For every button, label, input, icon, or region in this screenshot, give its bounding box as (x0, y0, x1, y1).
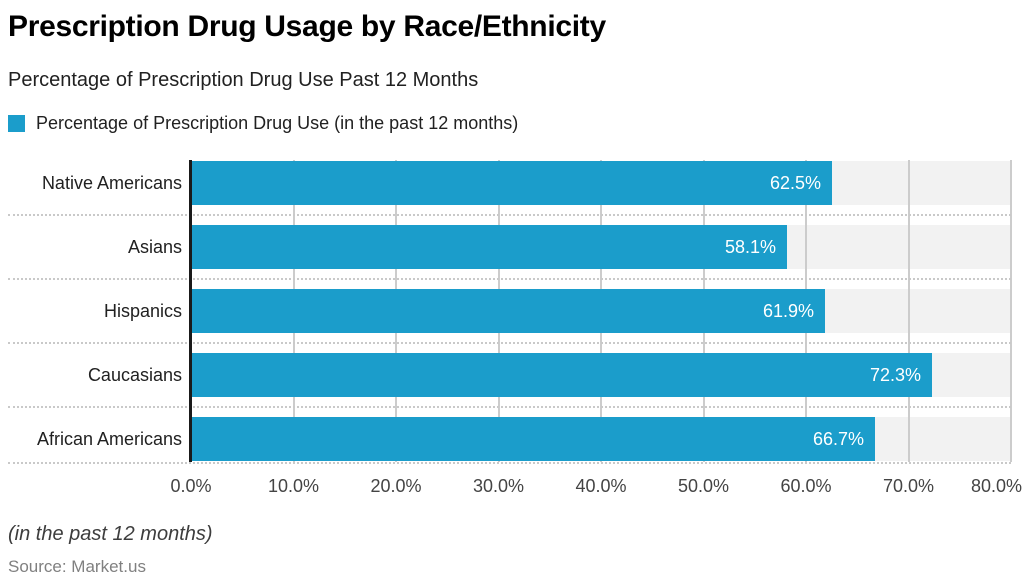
row-separator (8, 462, 1011, 464)
chart-title: Prescription Drug Usage by Race/Ethnicit… (8, 10, 606, 43)
row-separator (8, 278, 1011, 280)
category-label: Asians (127, 237, 182, 257)
bar-value-label: 66.7% (812, 428, 864, 449)
chart-subtitle: Percentage of Prescription Drug Use Past… (8, 69, 479, 91)
source-attribution: Source: Market.us (8, 557, 146, 576)
row-separator (8, 214, 1011, 216)
x-tick-label: 80.0% (970, 476, 1022, 496)
bar-value-label: 62.5% (769, 172, 821, 193)
legend: Percentage of Prescription Drug Use (in … (8, 113, 518, 134)
legend-color-swatch (8, 115, 25, 132)
footnote: (in the past 12 months) (8, 523, 213, 545)
x-tick-label: 0.0% (170, 476, 212, 496)
bar-caucasians: 72.3% (192, 353, 932, 397)
y-axis-line (189, 160, 192, 462)
x-tick-label: 50.0% (677, 476, 730, 496)
legend-label: Percentage of Prescription Drug Use (in … (36, 113, 519, 133)
bar-hispanics: 61.9% (192, 289, 825, 333)
bar-asians: 58.1% (192, 225, 787, 269)
category-label: African Americans (36, 429, 182, 449)
bar-value-label: 61.9% (762, 300, 814, 321)
category-label: Hispanics (103, 301, 182, 321)
bar-african-americans: 66.7% (192, 417, 875, 461)
x-tick-label: 70.0% (882, 476, 935, 496)
bar-value-label: 72.3% (869, 364, 921, 385)
row-separator (8, 406, 1011, 408)
row-separator (8, 342, 1011, 344)
category-label: Caucasians (87, 365, 182, 385)
x-tick-label: 30.0% (472, 476, 525, 496)
gridline (908, 160, 910, 462)
x-tick-label: 40.0% (575, 476, 627, 496)
x-tick-label: 10.0% (267, 476, 320, 496)
category-label: Native Americans (41, 173, 182, 193)
x-tick-label: 60.0% (780, 476, 832, 496)
gridline (1010, 160, 1012, 462)
bar-value-label: 58.1% (724, 236, 776, 257)
x-tick-label: 20.0% (370, 476, 422, 496)
bar-native-americans: 62.5% (192, 161, 832, 205)
